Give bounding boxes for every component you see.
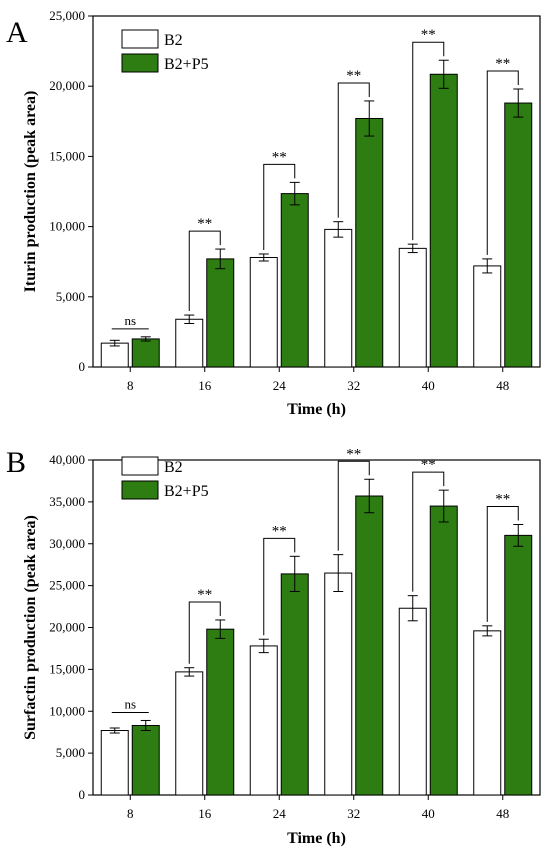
y-tick-label: 10,000 xyxy=(49,703,85,718)
significance-bracket xyxy=(263,537,296,636)
plot-frame xyxy=(92,15,541,368)
bar-b2 xyxy=(100,342,129,368)
bar-b2p5 xyxy=(206,258,235,368)
x-tick-label: 48 xyxy=(496,378,509,393)
significance-label: ** xyxy=(421,27,436,43)
panel-a-iturin-chart: A 0 5,000 10,000 15,000 20,000 25,000 Iturin pr… xyxy=(6,8,541,418)
bar-b2 xyxy=(324,572,353,796)
bar-b2 xyxy=(100,730,129,796)
significance-label: ns xyxy=(124,313,136,328)
x-tick-label: 8 xyxy=(127,378,134,393)
bar-b2p5 xyxy=(131,724,160,796)
bar-b2p5 xyxy=(280,573,309,796)
bar-b2 xyxy=(398,607,427,796)
bar-b2 xyxy=(473,630,502,796)
bar-b2p5 xyxy=(355,117,384,368)
bar-b2 xyxy=(324,228,353,368)
y-tick-label: 5,000 xyxy=(56,289,85,304)
y-tick-label: 5,000 xyxy=(56,745,85,760)
significance-bracket xyxy=(486,70,519,255)
bar-b2 xyxy=(249,256,278,368)
y-tick-label: 25,000 xyxy=(49,8,85,23)
bar-b2 xyxy=(175,318,204,368)
bar-b2p5 xyxy=(429,505,458,796)
y-tick-label: 0 xyxy=(79,787,86,802)
significance-bracket xyxy=(412,41,445,241)
panel-b-surfactin-chart: B 0 5,000 10,000 15,000 20,000 25,000 30,000 35,… xyxy=(6,446,541,847)
x-axis-title: Time (h) xyxy=(287,830,346,847)
y-tick-label: 30,000 xyxy=(49,536,85,551)
y-tick-label: 20,000 xyxy=(49,78,85,93)
plot-frame xyxy=(92,459,541,796)
significance-bracket xyxy=(188,601,221,664)
significance-bracket xyxy=(263,163,296,250)
x-tick-label: 32 xyxy=(347,806,360,821)
y-tick-label: 0 xyxy=(79,359,86,374)
bar-b2p5 xyxy=(355,495,384,796)
y-tick-label: 15,000 xyxy=(49,148,85,163)
legend-swatch-b2 xyxy=(121,456,159,476)
x-tick-label: 24 xyxy=(273,806,287,821)
legend-label: B2+P5 xyxy=(164,483,209,500)
x-tick-label: 48 xyxy=(496,806,509,821)
x-tick-label: 24 xyxy=(273,378,287,393)
bar-b2p5 xyxy=(206,628,235,796)
significance-bracket xyxy=(412,471,445,592)
y-tick-label: 15,000 xyxy=(49,661,85,676)
x-tick-label: 8 xyxy=(127,806,134,821)
x-tick-label: 16 xyxy=(198,378,212,393)
x-tick-label: 40 xyxy=(422,806,435,821)
y-tick-label: 25,000 xyxy=(49,578,85,593)
legend-swatch-b2 xyxy=(121,29,159,49)
bar-b2p5 xyxy=(429,73,458,368)
bar-b2p5 xyxy=(504,102,533,368)
legend-swatch-b2p5 xyxy=(121,480,159,500)
significance-label: ns xyxy=(124,696,136,711)
y-axis-title: Surfactin production (peak area) xyxy=(22,515,39,740)
y-tick-label: 10,000 xyxy=(49,219,85,234)
panel-label: A xyxy=(6,16,28,49)
significance-label: ** xyxy=(495,491,510,507)
significance-label: ** xyxy=(421,457,436,473)
significance-label: ** xyxy=(346,68,361,84)
significance-label: ** xyxy=(197,587,212,603)
x-tick-label: 40 xyxy=(422,378,435,393)
x-tick-label: 32 xyxy=(347,378,360,393)
legend-label: B2 xyxy=(164,459,183,476)
y-axis-title: Iturin production (peak area) xyxy=(22,91,39,293)
significance-label: ** xyxy=(346,446,361,462)
bar-b2 xyxy=(249,645,278,796)
legend-swatch-b2p5 xyxy=(121,53,159,73)
significance-label: ** xyxy=(272,523,287,539)
significance-label: ** xyxy=(495,56,510,72)
y-tick-label: 40,000 xyxy=(49,452,85,467)
bar-b2 xyxy=(175,671,204,796)
significance-bracket xyxy=(486,505,519,622)
bar-b2p5 xyxy=(504,534,533,796)
significance-bracket xyxy=(337,460,370,551)
significance-bracket xyxy=(337,82,370,218)
y-tick-label: 20,000 xyxy=(49,620,85,635)
significance-bracket xyxy=(188,230,221,312)
significance-label: ** xyxy=(272,149,287,165)
legend-label: B2+P5 xyxy=(164,56,209,73)
bar-b2p5 xyxy=(280,193,309,368)
x-axis-title: Time (h) xyxy=(287,401,346,418)
bar-b2 xyxy=(398,247,427,368)
x-tick-label: 16 xyxy=(198,806,212,821)
significance-label: ** xyxy=(197,216,212,232)
panel-label: B xyxy=(6,446,26,479)
bar-b2p5 xyxy=(131,338,160,368)
bar-b2 xyxy=(473,265,502,368)
legend-label: B2 xyxy=(164,32,183,49)
y-tick-label: 35,000 xyxy=(49,494,85,509)
